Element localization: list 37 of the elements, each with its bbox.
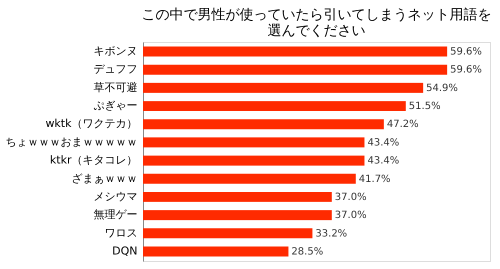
- data-label: 59.6%: [450, 64, 482, 76]
- y-tick-label: キボンヌ: [94, 44, 138, 58]
- y-tick-label: 無理ゲー: [94, 208, 138, 222]
- data-label: 37.0%: [334, 192, 367, 203]
- data-label: 47.2%: [386, 119, 419, 130]
- bar: [143, 64, 448, 75]
- y-tick-label: 草不可避: [94, 80, 138, 94]
- bar: [143, 210, 332, 220]
- bar: [143, 82, 424, 93]
- y-tick-label: ざまぁｗｗｗ: [72, 172, 138, 185]
- y-tick-label: ktkr（キタコレ）: [50, 154, 138, 167]
- data-label: 41.7%: [358, 174, 391, 185]
- data-label: 37.0%: [334, 210, 367, 222]
- data-label: 59.6%: [450, 46, 482, 58]
- y-tick-label: メシウマ: [94, 190, 138, 203]
- data-label: 28.5%: [291, 246, 324, 258]
- data-label: 33.2%: [315, 228, 348, 240]
- bar: [143, 192, 332, 202]
- bar: [143, 156, 364, 166]
- bar: [143, 174, 356, 184]
- bar: [143, 119, 384, 130]
- bar: [143, 101, 406, 112]
- bar: [143, 246, 288, 256]
- data-label: 43.4%: [367, 137, 400, 148]
- bar: [143, 46, 448, 57]
- y-tick-label: ぷぎゃー: [94, 99, 138, 112]
- bar: [143, 137, 364, 148]
- chart-title: この中で男性が使っていたら引いてしまうネット用語を選んでください: [142, 7, 492, 39]
- y-tick-label: デュフフ: [94, 62, 138, 76]
- data-label: 43.4%: [367, 156, 400, 167]
- bar: [143, 228, 312, 238]
- y-tick-label: ワロス: [104, 226, 138, 240]
- y-tick-label: wktk（ワクテカ）: [45, 117, 138, 130]
- y-tick-label: DQN: [112, 244, 138, 258]
- y-tick-label: ちょｗｗｗおまｗｗｗｗｗ: [6, 135, 138, 148]
- data-label: 51.5%: [408, 101, 441, 112]
- data-label: 54.9%: [426, 82, 458, 94]
